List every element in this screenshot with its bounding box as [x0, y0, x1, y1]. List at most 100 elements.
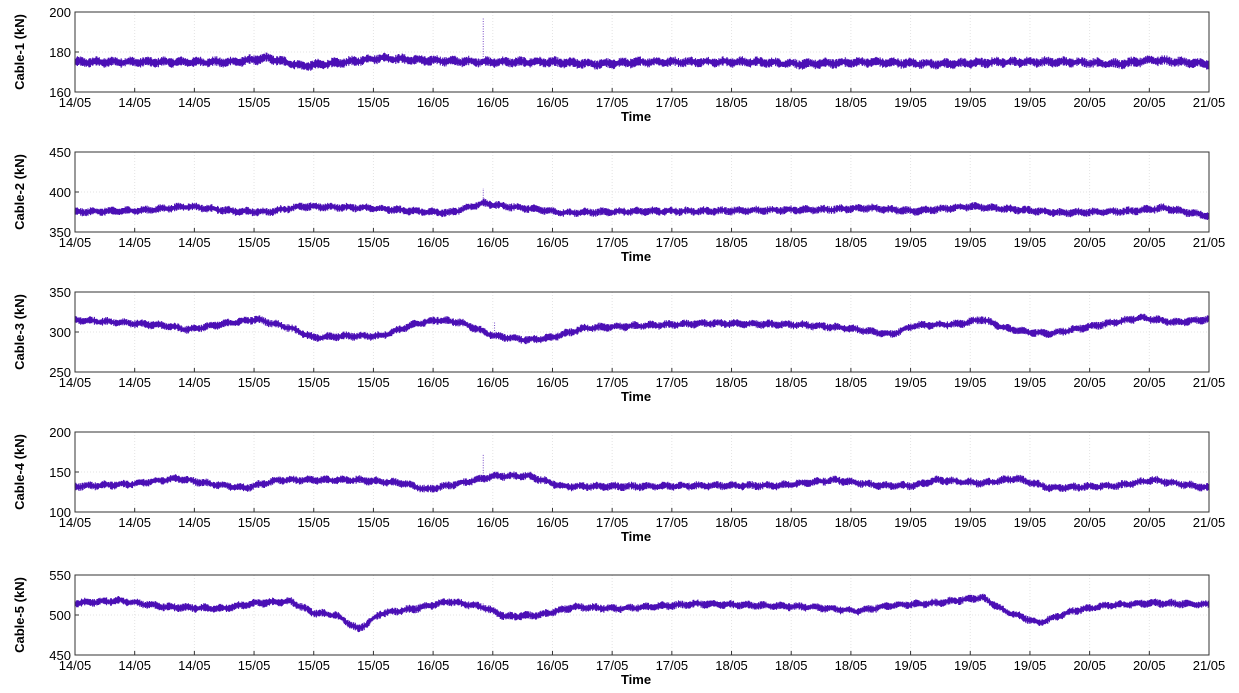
x-tick-label: 14/05 — [178, 658, 211, 673]
x-tick-label: 14/05 — [59, 658, 92, 673]
x-tick-label: 15/05 — [297, 515, 330, 530]
x-axis-label: Time — [621, 672, 651, 687]
x-tick-label: 14/05 — [178, 515, 211, 530]
x-tick-label: 19/05 — [1014, 235, 1047, 250]
x-tick-label: 19/05 — [894, 658, 927, 673]
x-axis-label: Time — [621, 529, 651, 544]
x-tick-label: 17/05 — [596, 235, 629, 250]
x-tick-label: 20/05 — [1133, 658, 1166, 673]
x-tick-label: 14/05 — [118, 515, 151, 530]
chart-panel-1: 14/05 14/05 14/05 15/05 15/05 15/05 16/05 16/05… — [12, 5, 1225, 124]
x-tick-label: 18/05 — [835, 375, 868, 390]
x-tick-label: 20/05 — [1133, 375, 1166, 390]
x-tick-label: 16/05 — [536, 95, 569, 110]
y-tick-label: 550 — [49, 568, 71, 583]
x-tick-label: 21/05 — [1193, 515, 1226, 530]
x-tick-label: 19/05 — [1014, 95, 1047, 110]
x-tick-label: 16/05 — [477, 375, 510, 390]
y-tick-label: 300 — [49, 325, 71, 340]
x-tick-label: 14/05 — [59, 95, 92, 110]
y-tick-label: 200 — [49, 425, 71, 440]
x-tick-label: 18/05 — [775, 658, 808, 673]
x-tick-label: 15/05 — [238, 658, 271, 673]
x-tick-label: 14/05 — [59, 515, 92, 530]
x-tick-label: 17/05 — [596, 375, 629, 390]
x-tick-label: 19/05 — [894, 95, 927, 110]
x-tick-label: 18/05 — [715, 515, 748, 530]
series-line — [74, 198, 1210, 220]
y-axis-label: Cable-1 (kN) — [12, 14, 27, 90]
x-tick-label: 14/05 — [178, 95, 211, 110]
y-tick-label: 100 — [49, 505, 71, 520]
x-tick-label: 14/05 — [118, 95, 151, 110]
x-axis-label: Time — [621, 389, 651, 404]
y-axis-label: Cable-3 (kN) — [12, 294, 27, 370]
x-tick-label: 18/05 — [715, 658, 748, 673]
x-tick-label: 14/05 — [118, 375, 151, 390]
x-tick-label: 20/05 — [1073, 95, 1106, 110]
y-tick-label: 200 — [49, 5, 71, 20]
x-tick-label: 15/05 — [357, 235, 390, 250]
y-tick-label: 450 — [49, 145, 71, 160]
x-tick-label: 18/05 — [715, 95, 748, 110]
x-tick-label: 19/05 — [1014, 515, 1047, 530]
x-tick-label: 16/05 — [417, 235, 450, 250]
x-tick-label: 16/05 — [477, 235, 510, 250]
x-tick-label: 16/05 — [477, 95, 510, 110]
x-tick-label: 17/05 — [596, 515, 629, 530]
x-tick-label: 18/05 — [835, 515, 868, 530]
x-tick-label: 18/05 — [835, 95, 868, 110]
x-tick-label: 15/05 — [238, 375, 271, 390]
x-tick-label: 14/05 — [178, 375, 211, 390]
x-tick-label: 20/05 — [1073, 235, 1106, 250]
series-line — [74, 593, 1210, 633]
x-tick-label: 15/05 — [297, 375, 330, 390]
x-tick-label: 14/05 — [118, 658, 151, 673]
x-tick-label: 19/05 — [894, 235, 927, 250]
x-tick-label: 20/05 — [1133, 95, 1166, 110]
x-tick-label: 20/05 — [1073, 375, 1106, 390]
x-tick-label: 16/05 — [417, 515, 450, 530]
x-tick-label: 15/05 — [238, 235, 271, 250]
chart-panel-4: 14/05 14/05 14/05 15/05 15/05 15/05 16/05 16/05… — [12, 425, 1225, 544]
x-tick-label: 15/05 — [357, 515, 390, 530]
x-tick-label: 19/05 — [894, 515, 927, 530]
x-tick-label: 19/05 — [954, 375, 987, 390]
x-tick-label: 18/05 — [715, 375, 748, 390]
x-tick-label: 17/05 — [656, 515, 689, 530]
x-tick-label: 15/05 — [357, 95, 390, 110]
x-tick-label: 16/05 — [536, 375, 569, 390]
x-tick-label: 17/05 — [656, 375, 689, 390]
x-tick-label: 15/05 — [238, 95, 271, 110]
x-tick-label: 19/05 — [954, 235, 987, 250]
x-tick-label: 20/05 — [1073, 515, 1106, 530]
x-tick-label: 17/05 — [596, 658, 629, 673]
x-tick-label: 19/05 — [954, 658, 987, 673]
x-tick-label: 17/05 — [596, 95, 629, 110]
y-axis-label: Cable-4 (kN) — [12, 434, 27, 510]
y-tick-label: 500 — [49, 608, 71, 623]
y-tick-label: 400 — [49, 185, 71, 200]
x-tick-label: 15/05 — [297, 658, 330, 673]
x-axis-label: Time — [621, 109, 651, 124]
y-tick-label: 180 — [49, 45, 71, 60]
x-tick-label: 21/05 — [1193, 235, 1226, 250]
x-tick-label: 14/05 — [59, 235, 92, 250]
y-tick-label: 350 — [49, 285, 71, 300]
x-tick-label: 15/05 — [297, 95, 330, 110]
x-tick-label: 17/05 — [656, 95, 689, 110]
x-tick-label: 21/05 — [1193, 95, 1226, 110]
y-axis-label: Cable-2 (kN) — [12, 154, 27, 230]
x-tick-label: 19/05 — [894, 375, 927, 390]
y-tick-label: 350 — [49, 225, 71, 240]
y-tick-label: 450 — [49, 648, 71, 663]
x-tick-label: 21/05 — [1193, 375, 1226, 390]
x-tick-label: 17/05 — [656, 235, 689, 250]
x-axis-label: Time — [621, 249, 651, 264]
x-tick-label: 15/05 — [297, 235, 330, 250]
x-tick-label: 18/05 — [775, 515, 808, 530]
x-tick-label: 16/05 — [417, 95, 450, 110]
x-tick-label: 15/05 — [357, 375, 390, 390]
x-tick-label: 20/05 — [1133, 515, 1166, 530]
